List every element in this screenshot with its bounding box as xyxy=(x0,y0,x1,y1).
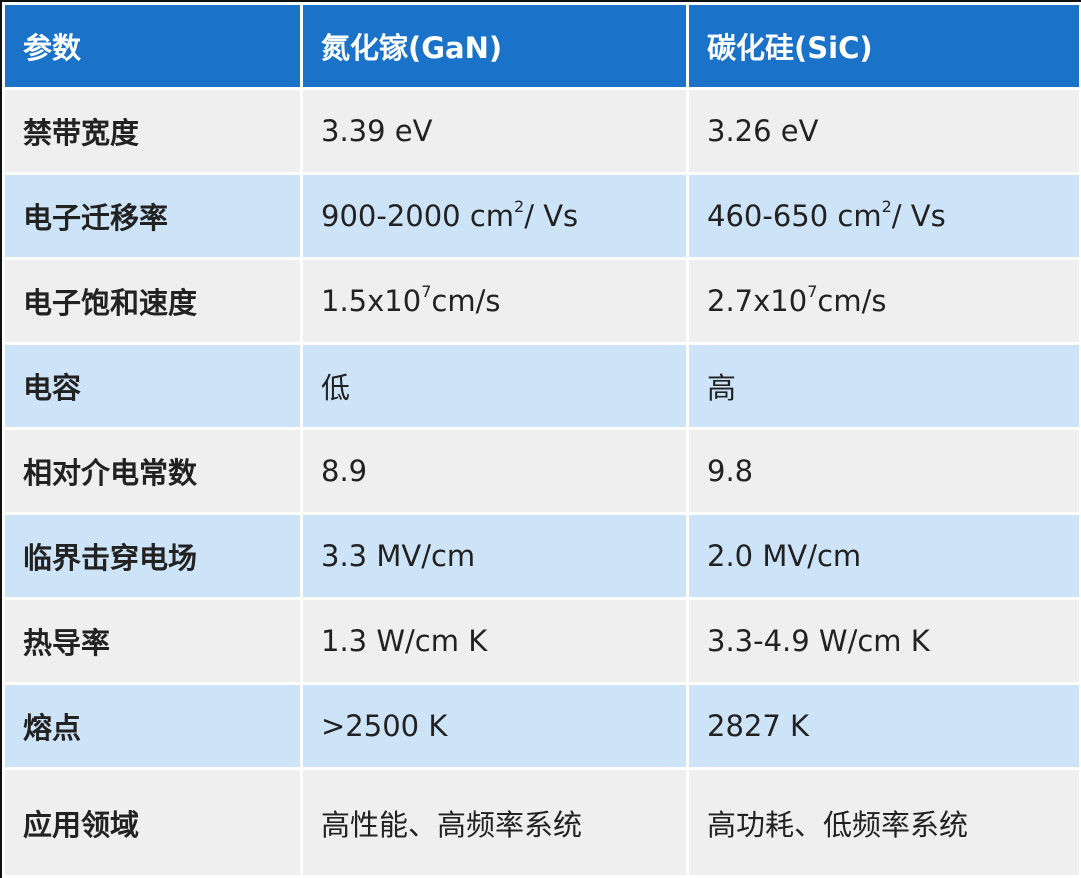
param-cell: 电子饱和速度 xyxy=(2,257,303,345)
unit: cm/s xyxy=(431,284,501,318)
unit: / Vs xyxy=(524,199,579,233)
header-sic: 碳化硅(SiC) xyxy=(686,2,1081,90)
table-row: 热导率 1.3 W/cm K 3.3-4.9 W/cm K xyxy=(2,597,1081,685)
value: 900-2000 cm xyxy=(321,199,515,233)
sic-cell: 2827 K xyxy=(686,682,1081,770)
param-cell: 应用领域 xyxy=(2,767,303,878)
param-cell: 电容 xyxy=(2,342,303,430)
gan-cell: >2500 K xyxy=(300,682,689,770)
table-row: 应用领域 高性能、高频率系统 高功耗、低频率系统 xyxy=(2,767,1081,878)
table-row: 电容 低 高 xyxy=(2,342,1081,430)
sic-cell: 9.8 xyxy=(686,427,1081,515)
table-row: 临界击穿电场 3.3 MV/cm 2.0 MV/cm xyxy=(2,512,1081,600)
sic-cell: 2.0 MV/cm xyxy=(686,512,1081,600)
gan-cell: 1.5x107cm/s xyxy=(300,257,689,345)
superscript: 2 xyxy=(514,197,525,216)
value: 460-650 cm xyxy=(707,199,882,233)
value: 2.7x10 xyxy=(707,284,808,318)
sic-cell: 460-650 cm2/ Vs xyxy=(686,172,1081,260)
param-cell: 相对介电常数 xyxy=(2,427,303,515)
gan-cell: 900-2000 cm2/ Vs xyxy=(300,172,689,260)
unit: cm/s xyxy=(817,284,887,318)
header-row: 参数 氮化镓(GaN) 碳化硅(SiC) xyxy=(2,2,1081,90)
header-param: 参数 xyxy=(2,2,303,90)
gan-cell: 高性能、高频率系统 xyxy=(300,767,689,878)
sic-cell: 2.7x107cm/s xyxy=(686,257,1081,345)
param-cell: 临界击穿电场 xyxy=(2,512,303,600)
param-cell: 禁带宽度 xyxy=(2,87,303,175)
table-row: 禁带宽度 3.39 eV 3.26 eV xyxy=(2,87,1081,175)
table-row: 相对介电常数 8.9 9.8 xyxy=(2,427,1081,515)
superscript: 2 xyxy=(881,197,892,216)
gan-cell: 低 xyxy=(300,342,689,430)
unit: / Vs xyxy=(891,199,946,233)
gan-cell: 1.3 W/cm K xyxy=(300,597,689,685)
sic-cell: 高 xyxy=(686,342,1081,430)
sic-cell: 3.3-4.9 W/cm K xyxy=(686,597,1081,685)
param-cell: 熔点 xyxy=(2,682,303,770)
gan-cell: 8.9 xyxy=(300,427,689,515)
param-cell: 热导率 xyxy=(2,597,303,685)
table-row: 电子迁移率 900-2000 cm2/ Vs 460-650 cm2/ Vs xyxy=(2,172,1081,260)
superscript: 7 xyxy=(807,282,818,301)
gan-cell: 3.3 MV/cm xyxy=(300,512,689,600)
table-row: 熔点 >2500 K 2827 K xyxy=(2,682,1081,770)
param-cell: 电子迁移率 xyxy=(2,172,303,260)
header-gan: 氮化镓(GaN) xyxy=(300,2,689,90)
value: 1.5x10 xyxy=(321,284,422,318)
sic-cell: 高功耗、低频率系统 xyxy=(686,767,1081,878)
sic-cell: 3.26 eV xyxy=(686,87,1081,175)
table-row: 电子饱和速度 1.5x107cm/s 2.7x107cm/s xyxy=(2,257,1081,345)
gan-cell: 3.39 eV xyxy=(300,87,689,175)
superscript: 7 xyxy=(421,282,432,301)
